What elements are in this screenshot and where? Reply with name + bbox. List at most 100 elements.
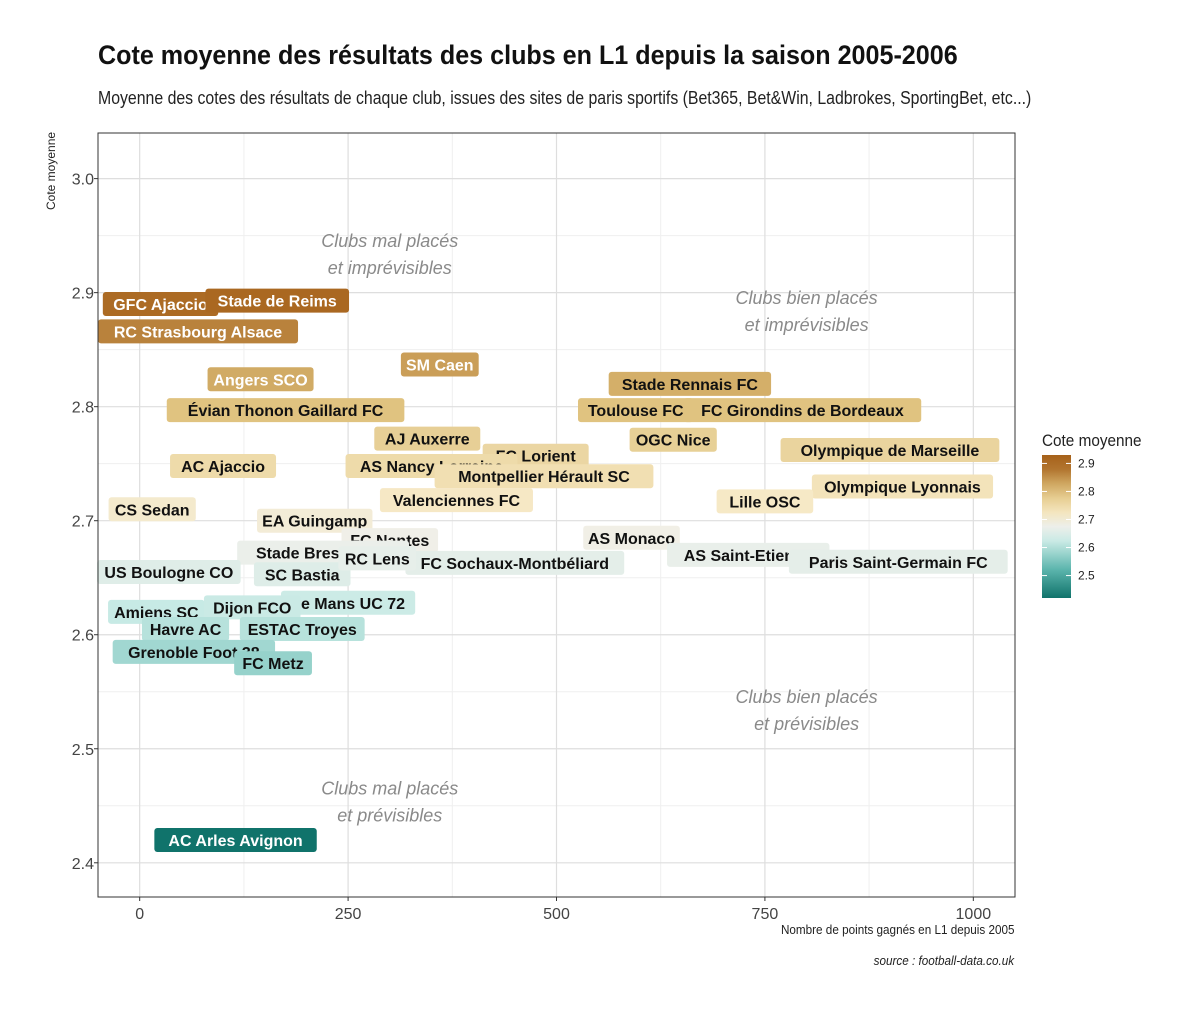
club-label: EA Guingamp (257, 508, 373, 533)
club-label-text: AJ Auxerre (385, 432, 470, 449)
club-label-text: AS Monaco (588, 531, 675, 548)
club-label-box (780, 438, 1000, 463)
chart-title: Cote moyenne des résultats des clubs en … (98, 40, 958, 70)
club-label-box (253, 562, 351, 587)
legend-tick-label: 2.5 (1078, 569, 1095, 583)
quadrant-label: Clubs bien placés (736, 687, 878, 707)
club-label-box (141, 617, 230, 642)
x-tick-label: 0 (135, 906, 144, 923)
quadrant-label: et prévisibles (337, 805, 442, 825)
club-label: Dijon FCO (203, 595, 301, 620)
club-label-box (203, 595, 301, 620)
x-tick-label: 250 (335, 906, 362, 923)
club-label: US Boulogne CO (97, 560, 241, 585)
club-label-text: AC Ajaccio (181, 459, 265, 476)
club-label-box (434, 464, 654, 489)
quadrant-label: et imprévisibles (328, 258, 452, 278)
club-label-box (629, 427, 717, 452)
club-label-text: Dijon FCO (213, 600, 291, 617)
club-label: Olympique de Marseille (780, 438, 1000, 463)
club-label: SC Bastia (253, 562, 351, 587)
club-label-text: US Boulogne CO (104, 565, 233, 582)
club-label: Évian Thonon Gaillard FC (166, 398, 405, 423)
club-label-text: SM Caen (406, 357, 474, 374)
club-label-text: OGC Nice (636, 433, 711, 450)
legend-title: Cote moyenne (1042, 431, 1142, 450)
club-label: OGC Nice (629, 427, 717, 452)
club-label-box (788, 549, 1008, 574)
club-label-box (338, 546, 417, 571)
club-label-text: Grenoble Foot 38 (128, 645, 260, 662)
color-legend: 2.9 2.8 2.7 2.6 2.5 (1042, 455, 1095, 598)
club-label: FC Girondins de Bordeaux (683, 398, 922, 423)
club-label-box (234, 651, 312, 676)
club-label-text: Toulouse FC (588, 403, 684, 420)
club-label: Stade de Reims (205, 288, 350, 313)
y-tick-label: 2.5 (72, 742, 94, 759)
club-label-box (257, 508, 373, 533)
club-label-box (608, 371, 772, 396)
quadrant-label: Clubs bien placés (736, 288, 878, 308)
club-label-text: Olympique Lyonnais (824, 479, 981, 496)
y-tick-label: 2.4 (72, 856, 94, 873)
club-label: AJ Auxerre (374, 426, 481, 451)
quadrant-label: et prévisibles (754, 714, 859, 734)
club-label-box (170, 453, 277, 478)
club-label-text: CS Sedan (115, 502, 190, 519)
club-label: GFC Ajaccio (102, 292, 219, 317)
x-tick-label: 500 (543, 906, 570, 923)
chart-subtitle: Moyenne des cotes des résultats de chaqu… (98, 88, 1032, 108)
club-label-box (716, 489, 814, 514)
club-label-text: Angers SCO (213, 372, 307, 389)
club-label-box (166, 398, 405, 423)
legend-tick-label: 2.7 (1078, 512, 1095, 526)
club-label-box (154, 827, 317, 852)
y-tick-label: 2.8 (72, 400, 94, 417)
club-label: Montpellier Hérault SC (434, 464, 654, 489)
club-label: Toulouse FC (577, 398, 694, 423)
club-label-text: GFC Ajaccio (113, 297, 208, 314)
club-label-text: FC Sochaux-Montbéliard (421, 556, 609, 573)
y-tick-label: 2.7 (72, 514, 94, 531)
club-label: Olympique Lyonnais (811, 474, 994, 499)
club-label-box (811, 474, 994, 499)
club-label: Angers SCO (207, 367, 314, 392)
club-label-box (207, 367, 314, 392)
club-label-text: Stade de Reims (218, 294, 337, 311)
club-label-box (683, 398, 922, 423)
quadrant-label: et imprévisibles (745, 315, 869, 335)
club-label: FC Sochaux-Montbéliard (405, 550, 625, 575)
club-label-text: AC Arles Avignon (168, 833, 302, 850)
club-label-text: Montpellier Hérault SC (458, 469, 630, 486)
club-label-box (583, 525, 680, 550)
club-label-text: RC Lens (345, 551, 410, 568)
quadrant-label: Clubs mal placés (321, 231, 458, 251)
club-label-text: Havre AC (150, 622, 222, 639)
x-tick-label: 750 (752, 906, 779, 923)
club-label-box (405, 550, 625, 575)
plot-border (97, 132, 1016, 898)
legend-tick-label: 2.9 (1078, 456, 1095, 470)
club-label-box (577, 398, 694, 423)
club-label-box (108, 497, 196, 522)
club-label-box (400, 352, 479, 377)
club-label: Paris Saint-Germain FC (788, 549, 1008, 574)
club-label-text: Lille OSC (729, 494, 801, 511)
club-label: AS Monaco (583, 525, 680, 550)
x-tick-label: 1000 (956, 906, 992, 923)
club-label: AS Saint-Etienne (667, 542, 830, 567)
axis-ticks: 0 250 500 750 1000 2.4 2.5 2.6 2.7 2.8 2.9 3.0 (72, 172, 991, 923)
club-label-text: RC Strasbourg Alsace (114, 324, 282, 341)
legend-colorbar (1042, 455, 1071, 598)
club-label-text: SC Bastia (265, 567, 340, 584)
y-tick-label: 2.6 (72, 628, 94, 645)
club-label-text: FC Girondins de Bordeaux (701, 403, 904, 420)
club-label-text: Olympique de Marseille (801, 443, 980, 460)
club-label: Le Mans UC 72 (280, 590, 416, 615)
club-label-text: Évian Thonon Gaillard FC (188, 401, 384, 420)
club-label-text: Paris Saint-Germain FC (809, 555, 988, 572)
club-label-box (280, 590, 416, 615)
club-label-text: Le Mans UC 72 (291, 596, 405, 613)
club-label: FC Metz (234, 651, 312, 676)
